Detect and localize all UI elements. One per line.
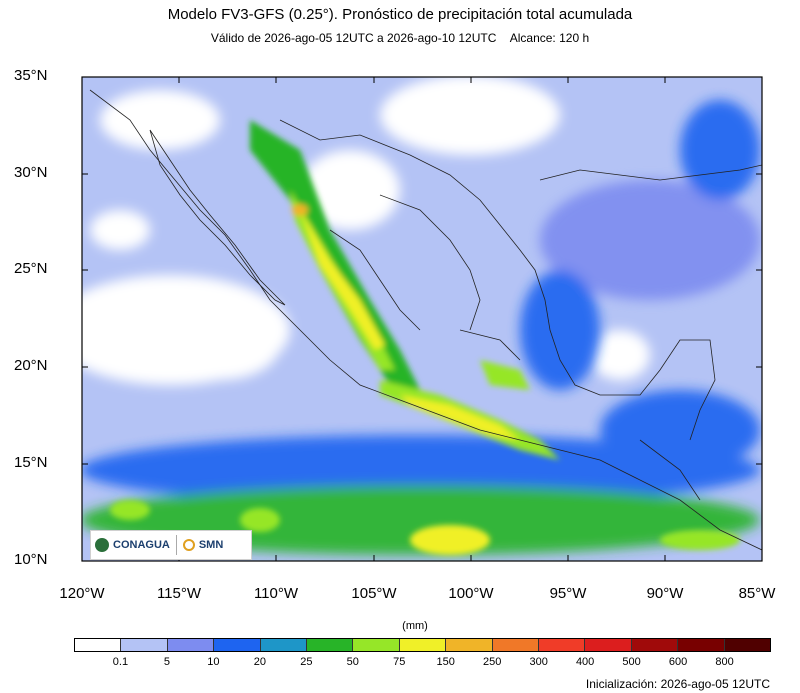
colorbar-swatch [446,639,493,651]
lat-label-10n: 10°N [14,551,48,568]
colorbar-swatch [75,639,122,651]
map-frame [81,76,763,562]
colorbar-label: 0.1 [112,656,129,668]
coastlines [89,89,762,551]
colorbar-label: 800 [715,656,734,668]
map-subtitle: Válido de 2026-ago-05 12UTC a 2026-ago-1… [0,31,800,45]
colorbar [74,638,771,652]
colorbar-swatch [724,639,771,651]
colorbar-swatch [167,639,215,651]
colorbar-swatch [585,639,632,651]
colorbar-swatch [399,639,447,651]
colorbar-label: 10 [207,656,220,668]
precip-field [82,77,762,561]
axis-ticks [81,76,763,562]
colorbar-label: 500 [622,656,641,668]
lat-label-30n: 30°N [14,164,48,181]
lat-label-35n: 35°N [14,67,48,84]
smn-gear-icon [182,539,195,551]
colorbar-swatch [539,639,586,651]
lon-label-115w: 115°W [156,585,202,602]
lat-label-20n: 20°N [14,357,48,374]
smn-text: SMN [198,539,224,551]
conagua-logo: CONAGUA [95,538,170,552]
colorbar-swatch [631,639,679,651]
lon-label-105w: 105°W [351,585,397,602]
colorbar-swatch [121,639,168,651]
initialization-time: Inicialización: 2026-ago-05 12UTC [585,677,770,691]
colorbar-label: 300 [529,656,548,668]
forecast-range: Alcance: 120 h [509,31,590,45]
colorbar-swatch [307,639,354,651]
lat-label-25n: 25°N [14,260,48,277]
colorbar-label: 25 [300,656,313,668]
lon-label-110w: 110°W [253,585,299,602]
colorbar-swatch [214,639,261,651]
colorbar-label: 600 [668,656,688,668]
colorbar-swatch [260,639,308,651]
colorbar-label: 400 [575,656,595,668]
lon-label-100w: 100°W [448,585,494,602]
lat-label-15n: 15°N [14,454,48,471]
smn-logo: SMN [182,539,224,551]
lon-label-90w: 90°W [646,585,684,602]
lon-label-120w: 120°W [59,585,105,602]
colorbar-label: 75 [393,656,406,668]
conagua-mark-icon [95,538,109,552]
colorbar-label: 5 [163,656,170,668]
valid-period: Válido de 2026-ago-05 12UTC a 2026-ago-1… [210,31,497,45]
lon-label-95w: 95°W [549,585,587,602]
logo-divider [175,535,177,555]
colorbar-label: 250 [483,656,502,668]
colorbar-label: 50 [346,656,359,668]
conagua-text: CONAGUA [113,539,170,551]
colorbar-swatch [353,639,400,651]
colorbar-units: (mm) [402,620,428,632]
colorbar-swatch [678,639,725,651]
lon-label-85w: 85°W [738,585,776,602]
colorbar-label: 150 [436,656,455,668]
logos-panel: CONAGUA SMN [90,530,252,560]
colorbar-label: 20 [253,656,266,668]
colorbar-swatch [492,639,540,651]
map-title: Modelo FV3-GFS (0.25°). Pronóstico de pr… [167,6,633,23]
